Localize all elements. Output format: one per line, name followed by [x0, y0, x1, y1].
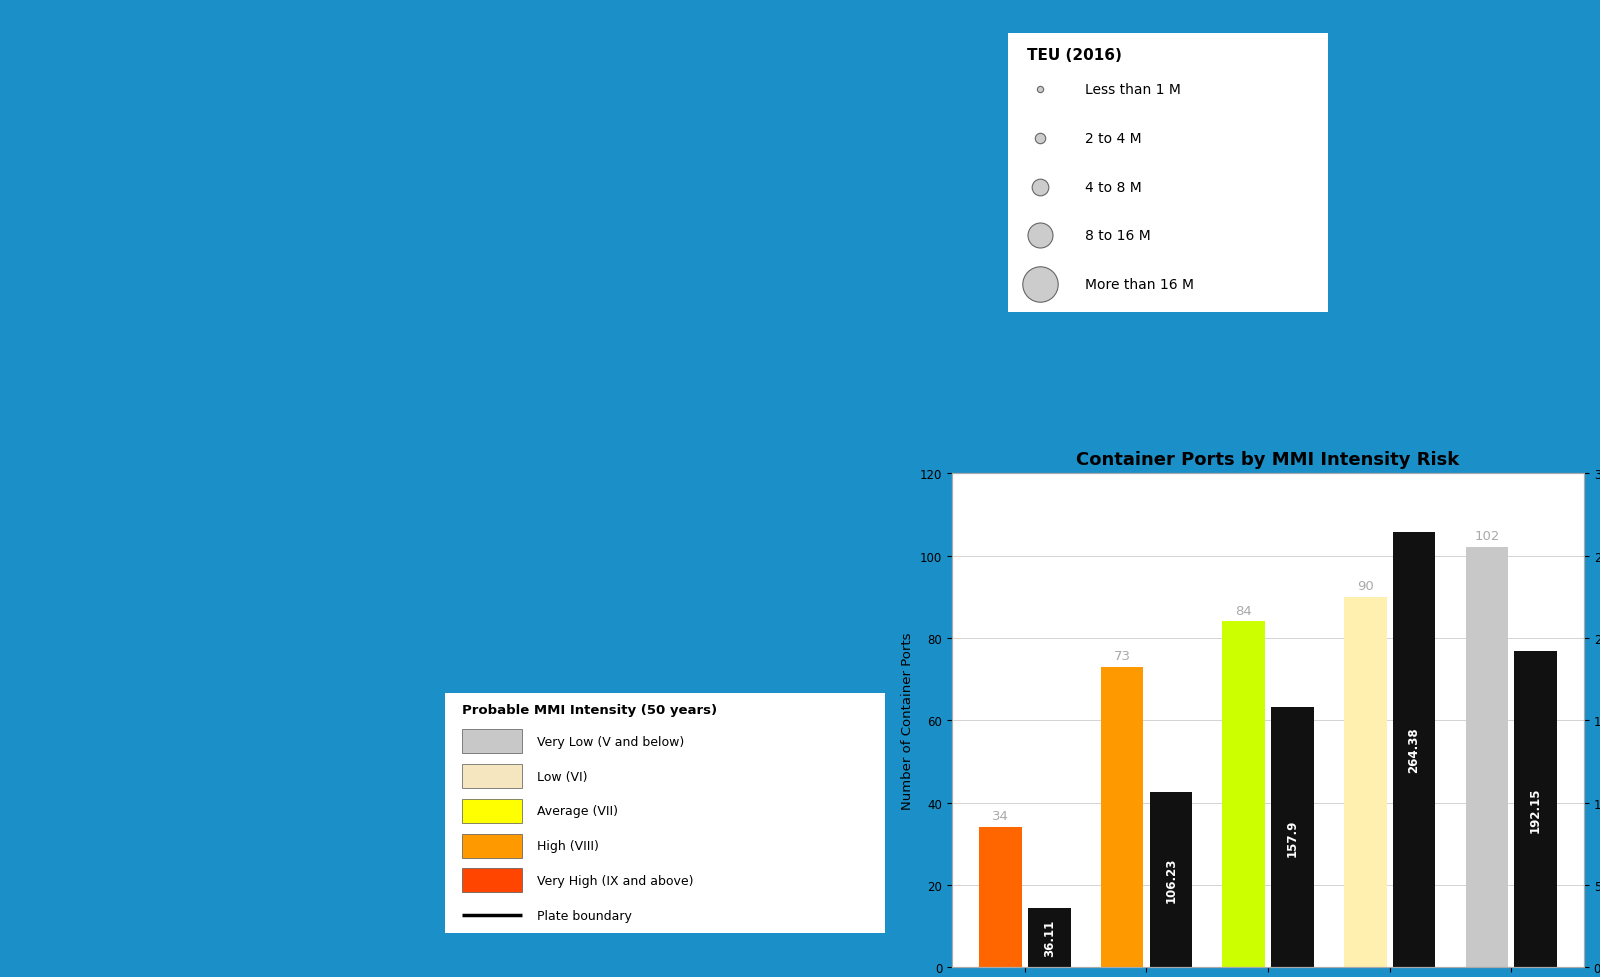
Text: Low (VI): Low (VI): [538, 770, 587, 783]
Text: Very Low (V and below): Very Low (V and below): [538, 735, 685, 748]
Text: 106.23: 106.23: [1165, 857, 1178, 903]
Text: Very High (IX and above): Very High (IX and above): [538, 873, 694, 887]
Bar: [1101, 667, 1144, 967]
Text: 90: 90: [1357, 579, 1374, 592]
Text: 102: 102: [1474, 530, 1499, 543]
Text: 2 to 4 M: 2 to 4 M: [1085, 132, 1141, 146]
Text: 264.38: 264.38: [1408, 727, 1421, 773]
Text: Plate boundary: Plate boundary: [538, 909, 632, 921]
Bar: [1027, 908, 1070, 967]
Text: 8 to 16 M: 8 to 16 M: [1085, 229, 1150, 243]
Text: Less than 1 M: Less than 1 M: [1085, 83, 1181, 97]
Text: 4 to 8 M: 4 to 8 M: [1085, 181, 1141, 194]
Title: Container Ports by MMI Intensity Risk: Container Ports by MMI Intensity Risk: [1077, 450, 1459, 468]
Bar: [1270, 707, 1314, 967]
FancyBboxPatch shape: [462, 799, 522, 823]
Text: 36.11: 36.11: [1043, 919, 1056, 956]
Text: Average (VII): Average (VII): [538, 804, 618, 818]
FancyBboxPatch shape: [462, 869, 522, 892]
Bar: [1514, 652, 1557, 967]
Bar: [979, 828, 1022, 967]
Text: Probable MMI Intensity (50 years): Probable MMI Intensity (50 years): [462, 703, 717, 716]
Text: TEU (2016): TEU (2016): [1027, 48, 1122, 64]
Text: 73: 73: [1114, 649, 1131, 662]
FancyBboxPatch shape: [462, 764, 522, 788]
Text: 157.9: 157.9: [1286, 819, 1299, 856]
FancyBboxPatch shape: [462, 833, 522, 858]
FancyBboxPatch shape: [1008, 34, 1328, 313]
Text: High (VIII): High (VIII): [538, 839, 598, 852]
Bar: [1466, 548, 1509, 967]
FancyBboxPatch shape: [445, 694, 885, 933]
Text: 192.15: 192.15: [1530, 786, 1542, 832]
FancyBboxPatch shape: [462, 730, 522, 753]
Y-axis label: Number of Container Ports: Number of Container Ports: [901, 632, 914, 809]
Bar: [1344, 597, 1387, 967]
Text: More than 16 M: More than 16 M: [1085, 277, 1194, 292]
Bar: [1222, 621, 1266, 967]
Text: 34: 34: [992, 810, 1010, 823]
Text: 84: 84: [1235, 604, 1253, 616]
Bar: [1392, 532, 1435, 967]
Bar: [1149, 792, 1192, 967]
